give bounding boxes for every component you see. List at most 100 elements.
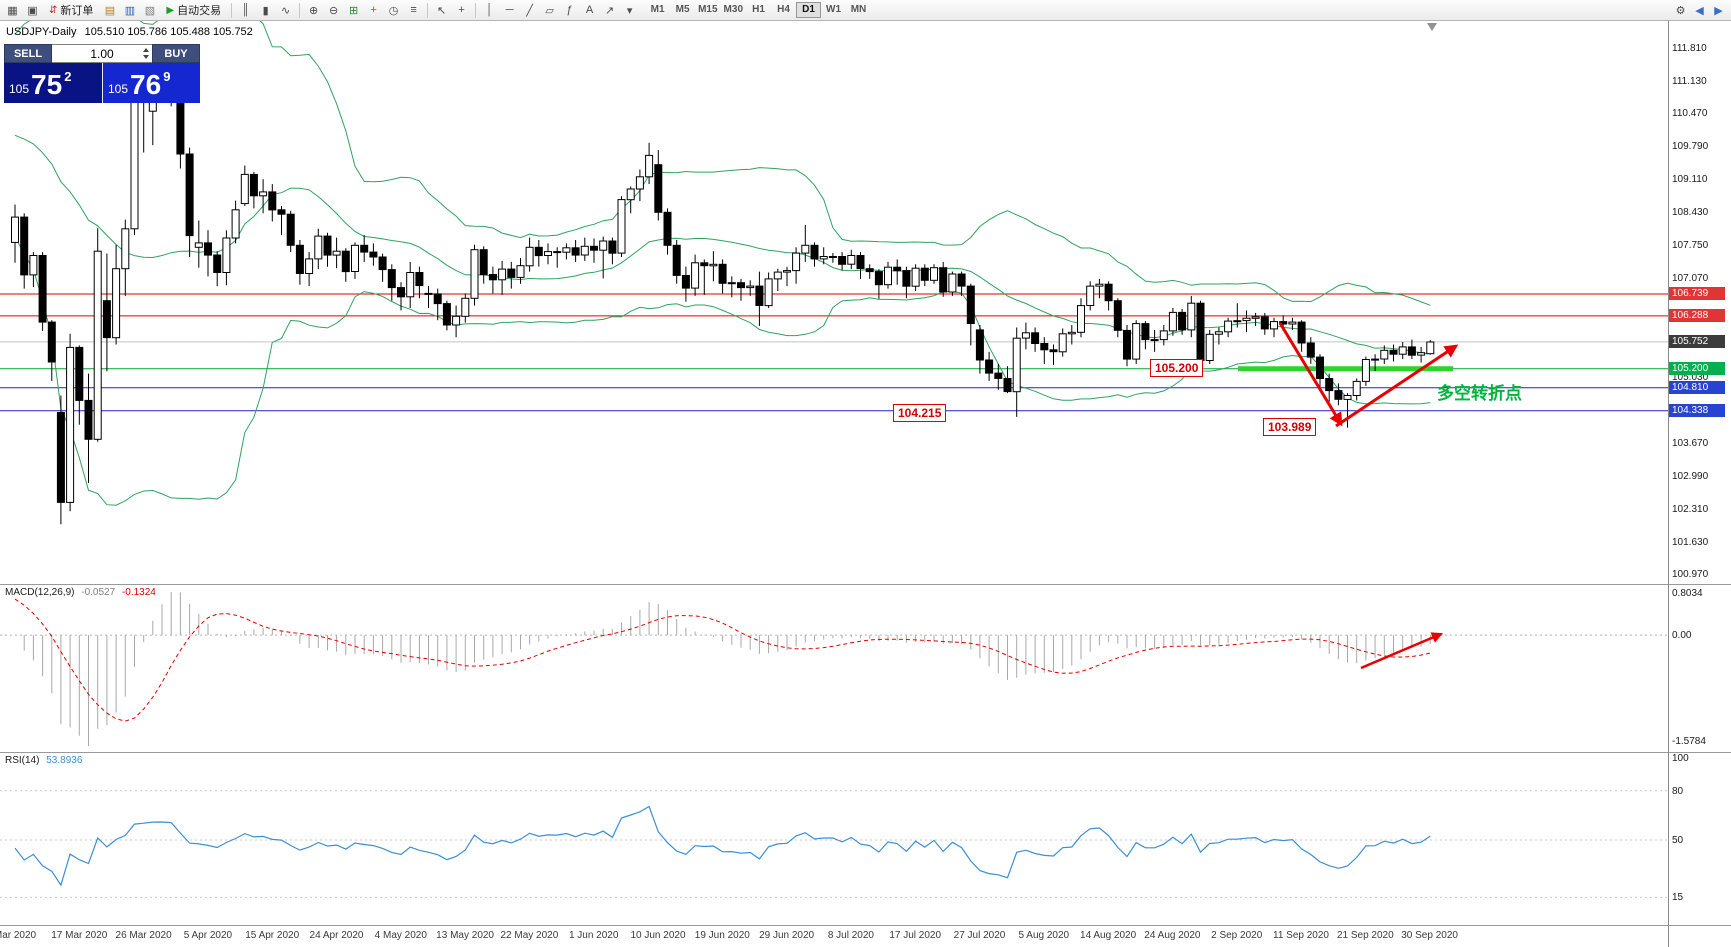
market-watch-icon[interactable]: ▤ xyxy=(104,4,116,17)
trend-arrow-3[interactable] xyxy=(1360,632,1444,670)
macd-axis-max: 0.8034 xyxy=(1672,588,1703,599)
macd-indicator xyxy=(0,592,1668,746)
volume-input[interactable]: 1.00 xyxy=(52,44,152,63)
price-axis-label: 102.990 xyxy=(1672,471,1709,483)
horizontal-line-icon[interactable]: ─ xyxy=(505,4,514,16)
date-axis-label: 2 Sep 2020 xyxy=(1211,930,1263,941)
shapes-dropdown-icon[interactable]: ▾ xyxy=(626,4,633,17)
buy-price-panel[interactable]: 105 76 9 xyxy=(102,63,200,103)
settings-icon[interactable]: ⚙ xyxy=(1675,4,1686,17)
chart-shift-marker xyxy=(1427,23,1437,31)
price-axis-label: 107.070 xyxy=(1672,272,1709,284)
pane-resize-handle-rsi[interactable] xyxy=(0,750,1731,755)
arrow-tool-icon[interactable]: ↗ xyxy=(604,4,615,17)
zoom-out-icon[interactable]: ⊖ xyxy=(328,4,339,17)
date-axis-label: 8 Jul 2020 xyxy=(827,930,874,941)
pane-resize-handle-dates[interactable] xyxy=(0,923,1731,928)
toolbar-separator xyxy=(231,2,233,18)
rsi-axis-label: 15 xyxy=(1672,892,1684,904)
date-axis-label: 21 Sep 2020 xyxy=(1336,930,1394,941)
macd-axis-zero: 0.00 xyxy=(1672,630,1692,642)
pane-resize-handle-macd[interactable] xyxy=(0,582,1731,587)
scroll-forward-icon[interactable]: ▶ xyxy=(1714,4,1723,17)
price-axis-label: 107.750 xyxy=(1672,239,1709,251)
crosshair-icon[interactable]: + xyxy=(458,4,465,16)
timeframe-mn[interactable]: MN xyxy=(850,4,867,15)
rsi-axis-label: 80 xyxy=(1672,785,1684,797)
volume-up-icon[interactable] xyxy=(143,48,149,52)
rsi-name: RSI(14) xyxy=(5,755,40,766)
channel-icon[interactable]: ▱ xyxy=(545,4,554,17)
timeframe-m5[interactable]: M5 xyxy=(675,4,690,15)
timeframe-h4[interactable]: H4 xyxy=(777,4,790,15)
date-axis-label: 15 Apr 2020 xyxy=(245,930,300,941)
new-order-button[interactable]: ⇵ 新订单 xyxy=(43,2,99,19)
timeframe-m30[interactable]: M30 xyxy=(723,4,743,15)
toolbar-separator xyxy=(299,2,301,18)
macd-main-value: -0.0527 xyxy=(81,587,116,598)
new-order-button-icon: ⇵ xyxy=(49,4,58,16)
timeframe-m1[interactable]: M1 xyxy=(650,4,665,15)
price-axis-label: 111.810 xyxy=(1672,42,1707,54)
text-icon[interactable]: A xyxy=(585,4,594,16)
trend-arrow-1[interactable] xyxy=(1278,322,1343,427)
timeframe-h1[interactable]: H1 xyxy=(752,4,765,15)
trendline-icon[interactable]: ╱ xyxy=(526,4,533,17)
rsi-axis-label: 50 xyxy=(1672,835,1684,846)
volume-spinner[interactable] xyxy=(143,48,149,59)
indicators-icon[interactable]: + xyxy=(370,4,377,16)
auto-trading-button-icon: ▶ xyxy=(166,4,175,16)
date-axis-label: 11 Sep 2020 xyxy=(1273,930,1329,941)
scroll-back-icon[interactable]: ◀ xyxy=(1695,4,1704,17)
rsi-pane-label: RSI(14) 53.8936 xyxy=(5,755,86,766)
timeframe-m15[interactable]: M15 xyxy=(698,4,718,15)
candlestick-chart-icon[interactable]: ▮ xyxy=(262,4,269,17)
date-axis-label: 27 Jul 2020 xyxy=(953,930,1006,941)
line-chart-icon[interactable]: ∿ xyxy=(280,4,291,17)
price-annotation-box[interactable]: 104.215 xyxy=(893,404,947,422)
bar-chart-icon[interactable]: ║ xyxy=(241,4,250,16)
price-annotation-box[interactable]: 103.989 xyxy=(1263,418,1317,436)
date-axis-label: 5 Apr 2020 xyxy=(183,930,233,941)
periods-icon[interactable]: ◷ xyxy=(388,4,399,17)
fibonacci-icon[interactable]: ƒ xyxy=(566,4,573,16)
templates-icon[interactable]: ≡ xyxy=(410,4,417,16)
timeframe-d1[interactable]: D1 xyxy=(796,2,821,18)
macd-signal-line xyxy=(14,598,1431,722)
cursor-icon[interactable]: ↖ xyxy=(436,4,447,17)
price-axis-label: 108.430 xyxy=(1672,206,1709,218)
auto-trading-button[interactable]: ▶ 自动交易 xyxy=(160,2,227,19)
price-axis-label: 101.630 xyxy=(1672,537,1709,549)
buy-price-big: 76 xyxy=(130,69,162,100)
symbol-title: USDJPY-Daily xyxy=(6,26,77,38)
bollinger-upper xyxy=(14,21,1431,306)
price-axis-badge: 104.810 xyxy=(1669,381,1725,395)
timeframe-w1[interactable]: W1 xyxy=(826,4,841,15)
tile-windows-icon[interactable]: ⊞ xyxy=(348,4,359,17)
date-axis-label: 29 Jun 2020 xyxy=(759,930,815,941)
zoom-in-icon[interactable]: ⊕ xyxy=(308,4,319,17)
toolbar-separator xyxy=(475,2,477,18)
price-axis-badge: 105.752 xyxy=(1669,335,1725,349)
annotation-text[interactable]: 多空转折点 xyxy=(1437,384,1522,403)
price-annotation-box[interactable]: 105.200 xyxy=(1150,359,1204,377)
price-axis-label: 103.670 xyxy=(1672,438,1709,450)
trend-arrow-2[interactable] xyxy=(1335,344,1459,428)
buy-button[interactable]: BUY xyxy=(152,44,200,63)
macd-signal-value: -0.1324 xyxy=(121,587,156,598)
vertical-line-icon[interactable]: │ xyxy=(486,4,494,16)
date-axis-label: 13 May 2020 xyxy=(436,930,495,941)
new-chart-icon[interactable]: ▦ xyxy=(7,4,18,17)
price-axis-label: 100.970 xyxy=(1672,569,1709,581)
volume-down-icon[interactable] xyxy=(143,55,149,59)
data-window-icon[interactable]: ▥ xyxy=(124,4,136,17)
sell-button[interactable]: SELL xyxy=(4,44,52,63)
chart-list-icon[interactable]: ▣ xyxy=(27,4,38,17)
navigator-icon[interactable]: ▧ xyxy=(144,4,156,17)
price-axis-label: 110.470 xyxy=(1672,107,1708,119)
date-axis-label: 17 Mar 2020 xyxy=(51,930,108,941)
sell-price-panel[interactable]: 105 75 2 xyxy=(4,63,102,103)
date-axis-label: 10 Jun 2020 xyxy=(630,930,686,941)
